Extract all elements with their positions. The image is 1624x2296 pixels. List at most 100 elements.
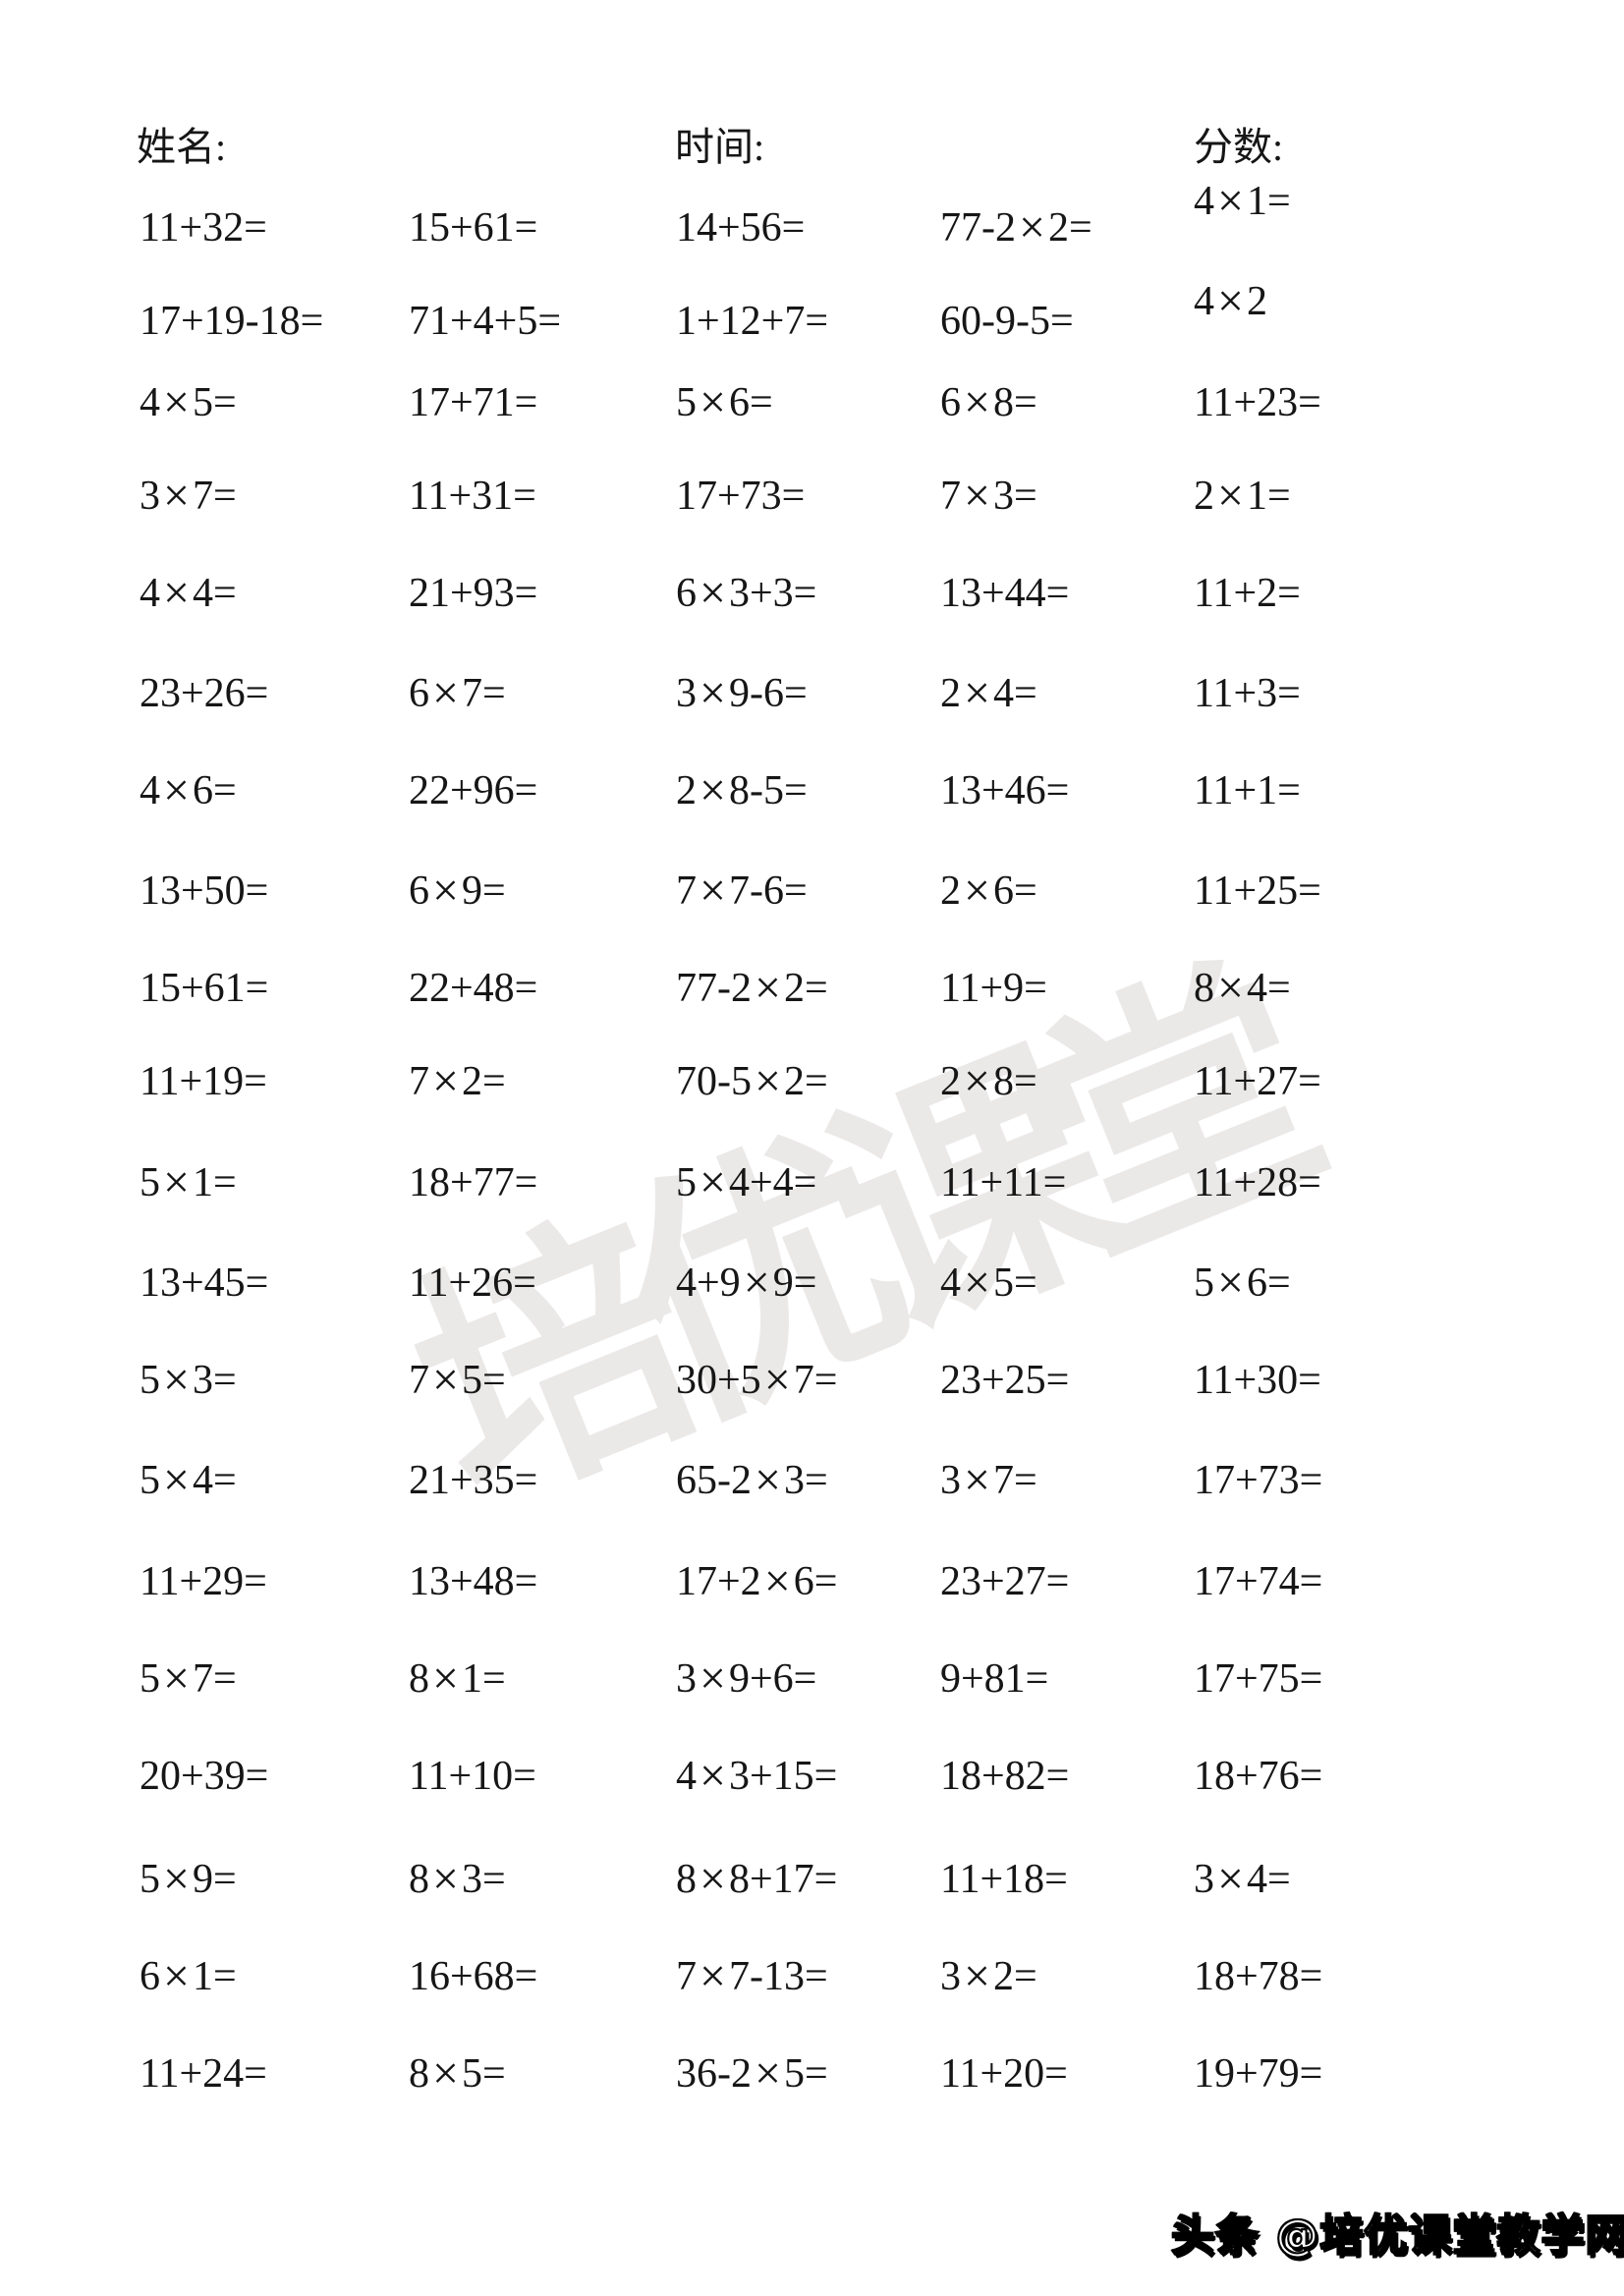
problem-cell: 3×7= [940, 1454, 1037, 1506]
problem-cell: 2×8-5= [676, 764, 808, 816]
problem-cell: 8×5= [409, 2047, 506, 2100]
problem-cell: 13+45= [140, 1260, 269, 1306]
problem-cell: 7×7-6= [676, 865, 808, 917]
problem-cell: 4×1= [1194, 175, 1291, 227]
problem-cell: 11+1= [1194, 768, 1301, 813]
problem-cell: 5×3= [140, 1354, 237, 1406]
problem-cell: 13+50= [140, 868, 269, 914]
problem-cell: 11+3= [1194, 671, 1301, 716]
problem-cell: 3×4= [1194, 1853, 1291, 1905]
problem-cell: 11+24= [140, 2051, 267, 2097]
time-label: 时间: [675, 125, 765, 169]
problem-cell: 7×7-13= [676, 1950, 828, 2002]
problem-cell: 6×9= [409, 865, 506, 917]
problem-cell: 70-5×2= [676, 1055, 828, 1107]
problem-cell: 11+18= [940, 1857, 1068, 1902]
problem-cell: 11+26= [409, 1260, 536, 1306]
problem-cell: 17+73= [1194, 1458, 1323, 1503]
problem-cell: 15+61= [409, 205, 538, 251]
problem-cell: 13+46= [940, 768, 1070, 813]
problem-cell: 5×1= [140, 1156, 237, 1208]
problem-cell: 9+81= [940, 1656, 1049, 1702]
problem-cell: 2×8= [940, 1055, 1037, 1107]
problem-cell: 60-9-5= [940, 299, 1074, 344]
problem-cell: 11+29= [140, 1559, 267, 1604]
problem-cell: 3×9+6= [676, 1652, 817, 1705]
problem-cell: 11+20= [940, 2051, 1068, 2097]
problem-cell: 30+5×7= [676, 1354, 838, 1406]
problem-cell: 8×8+17= [676, 1853, 838, 1905]
problem-cell: 77-2×2= [940, 201, 1092, 253]
problem-cell: 7×5= [409, 1354, 506, 1406]
problem-cell: 17+19-18= [140, 299, 324, 344]
problem-cell: 18+82= [940, 1754, 1070, 1799]
problem-cell: 11+23= [1194, 380, 1321, 425]
problem-cell: 2×4= [940, 667, 1037, 719]
problem-cell: 16+68= [409, 1954, 538, 1999]
problem-cell: 5×7= [140, 1652, 237, 1705]
problem-cell: 18+78= [1194, 1954, 1323, 1999]
problem-cell: 5×6= [1194, 1257, 1291, 1309]
problem-cell: 7×3= [940, 470, 1037, 522]
problem-cell: 11+28= [1194, 1160, 1321, 1205]
footer-credit: 头条 @培优课堂教学网 [1170, 2210, 1624, 2262]
problem-cell: 11+31= [409, 474, 536, 519]
problem-cell: 11+10= [409, 1754, 536, 1799]
problem-cell: 77-2×2= [676, 962, 828, 1014]
problem-cell: 4×5= [140, 376, 237, 428]
problem-cell: 6×1= [140, 1950, 237, 2002]
problem-cell: 11+19= [140, 1059, 267, 1104]
problem-cell: 11+2= [1194, 571, 1301, 616]
problem-cell: 18+77= [409, 1160, 538, 1205]
problem-cell: 2×1= [1194, 470, 1291, 522]
problem-cell: 5×6= [676, 376, 773, 428]
problem-cell: 4×6= [140, 764, 237, 816]
problem-cell: 6×7= [409, 667, 506, 719]
problem-cell: 71+4+5= [409, 299, 562, 344]
problem-cell: 22+96= [409, 768, 538, 813]
problem-cell: 3×9-6= [676, 667, 808, 719]
problem-cell: 13+48= [409, 1559, 538, 1604]
problem-cell: 4×4= [140, 567, 237, 619]
problem-cell: 23+25= [940, 1358, 1070, 1403]
problem-cell: 4×2 [1194, 275, 1267, 327]
problem-cell: 65-2×3= [676, 1454, 828, 1506]
problem-cell: 20+39= [140, 1754, 269, 1799]
problem-cell: 17+74= [1194, 1559, 1323, 1604]
problem-cell: 11+30= [1194, 1358, 1321, 1403]
problem-cell: 18+76= [1194, 1754, 1323, 1799]
problem-cell: 5×4+4= [676, 1156, 817, 1208]
problem-cell: 15+61= [140, 966, 269, 1011]
problem-cell: 3×2= [940, 1950, 1037, 2002]
problem-cell: 3×7= [140, 470, 237, 522]
problem-cell: 2×6= [940, 865, 1037, 917]
name-label: 姓名: [137, 125, 227, 169]
problem-cell: 8×3= [409, 1853, 506, 1905]
score-label: 分数: [1194, 125, 1284, 169]
problem-cell: 7×2= [409, 1055, 506, 1107]
problem-cell: 14+56= [676, 205, 806, 251]
problem-cell: 17+71= [409, 380, 538, 425]
problem-cell: 4+9×9= [676, 1257, 817, 1309]
problem-cell: 11+27= [1194, 1059, 1321, 1104]
problem-cell: 17+75= [1194, 1656, 1323, 1702]
problem-cell: 17+73= [676, 474, 806, 519]
problem-cell: 8×1= [409, 1652, 506, 1705]
problem-cell: 17+2×6= [676, 1555, 838, 1607]
problem-cell: 23+27= [940, 1559, 1070, 1604]
problem-cell: 5×4= [140, 1454, 237, 1506]
problem-cell: 11+25= [1194, 868, 1321, 914]
problem-cell: 23+26= [140, 671, 269, 716]
problem-cell: 4×5= [940, 1257, 1037, 1309]
problem-cell: 11+9= [940, 966, 1047, 1011]
problem-cell: 21+93= [409, 571, 538, 616]
problem-cell: 21+35= [409, 1458, 538, 1503]
problem-cell: 11+32= [140, 205, 267, 251]
problem-cell: 6×3+3= [676, 567, 817, 619]
problem-cell: 4×3+15= [676, 1750, 838, 1802]
problem-cell: 13+44= [940, 571, 1070, 616]
problem-cell: 11+11= [940, 1160, 1067, 1205]
